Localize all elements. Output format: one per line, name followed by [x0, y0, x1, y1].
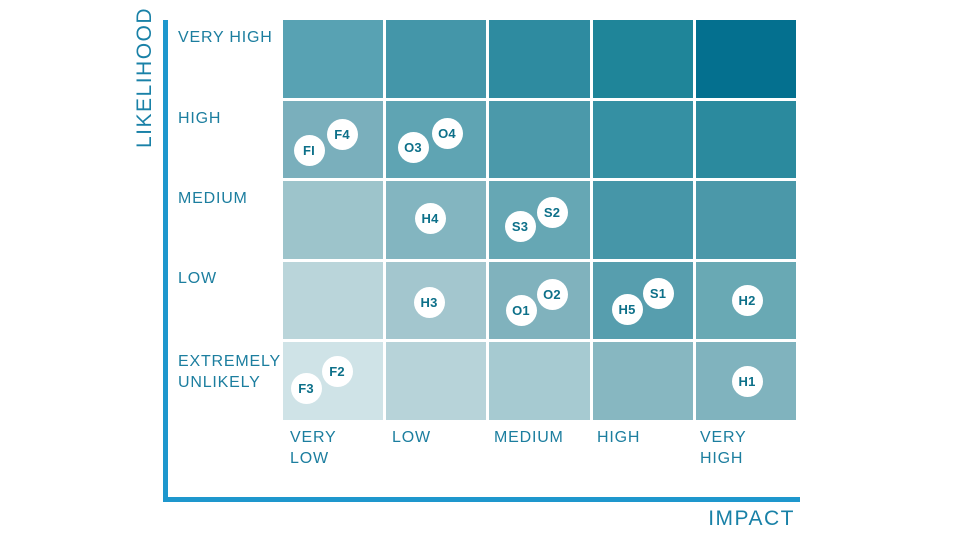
matrix-cell: [592, 100, 693, 179]
risk-point-h4: H4: [414, 202, 446, 234]
x-axis-label: LOW: [392, 429, 431, 446]
matrix-cell: [386, 342, 487, 420]
risk-point-o4: O4: [431, 117, 463, 149]
y-axis-label: MEDIUM: [178, 190, 248, 207]
x-axis-label: HIGH: [597, 429, 641, 446]
matrix-cell: [386, 20, 487, 98]
x-axis-label: VERY HIGH: [700, 429, 747, 467]
risk-point-h5: H5: [611, 293, 643, 325]
risk-point-f2: F2: [321, 355, 353, 387]
risk-point-o3: O3: [397, 131, 429, 163]
matrix-cell: [592, 20, 693, 98]
risk-point-o1: O1: [505, 294, 537, 326]
matrix-cell: [489, 20, 590, 98]
risk-point-h1: H1: [731, 365, 763, 397]
risk-point-s3: S3: [504, 210, 536, 242]
x-axis-line: [163, 497, 800, 502]
y-axis-label: LOW: [178, 270, 217, 287]
matrix-cell: [592, 261, 693, 340]
risk-point-o2: O2: [536, 278, 568, 310]
matrix-cell: [283, 261, 384, 340]
matrix-cell: [695, 20, 796, 98]
matrix-cell: [695, 100, 796, 179]
matrix-cell: [592, 342, 693, 420]
risk-point-fi: FI: [293, 134, 325, 166]
x-axis-title: IMPACT: [708, 507, 795, 530]
y-axis-label: VERY HIGH: [178, 29, 273, 46]
matrix-cell: [592, 181, 693, 259]
matrix-cell: [283, 20, 384, 98]
risk-point-f4: F4: [326, 118, 358, 150]
risk-point-h3: H3: [413, 286, 445, 318]
matrix-grid: [283, 20, 796, 420]
x-axis-label: MEDIUM: [494, 429, 564, 446]
matrix-cell: [489, 100, 590, 179]
y-axis-title: LIKELIHOOD: [133, 6, 156, 148]
y-axis-label: HIGH: [178, 110, 222, 127]
x-axis-label: VERY LOW: [290, 429, 337, 467]
risk-point-s1: S1: [642, 277, 674, 309]
risk-point-f3: F3: [290, 372, 322, 404]
matrix-cell: [489, 342, 590, 420]
risk-point-s2: S2: [536, 196, 568, 228]
y-axis-label: EXTREMELY UNLIKELY: [178, 353, 281, 391]
y-axis-line: [163, 20, 168, 502]
matrix-cell: [695, 181, 796, 259]
matrix-cell: [283, 181, 384, 259]
risk-point-h2: H2: [731, 284, 763, 316]
